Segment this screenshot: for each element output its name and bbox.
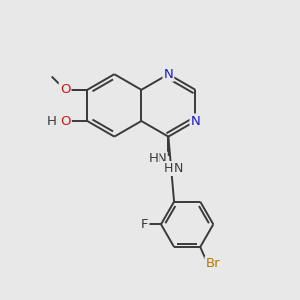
Text: N: N <box>174 162 183 175</box>
Text: H: H <box>47 115 57 128</box>
Text: O: O <box>60 83 70 96</box>
Text: H: H <box>148 152 158 165</box>
Text: O: O <box>60 115 71 128</box>
Text: F: F <box>141 218 148 231</box>
Text: H: H <box>164 162 173 175</box>
Text: N: N <box>164 68 173 81</box>
Text: O: O <box>60 83 70 96</box>
Text: N: N <box>157 152 167 165</box>
Text: N: N <box>190 115 200 128</box>
Text: Br: Br <box>206 257 220 270</box>
